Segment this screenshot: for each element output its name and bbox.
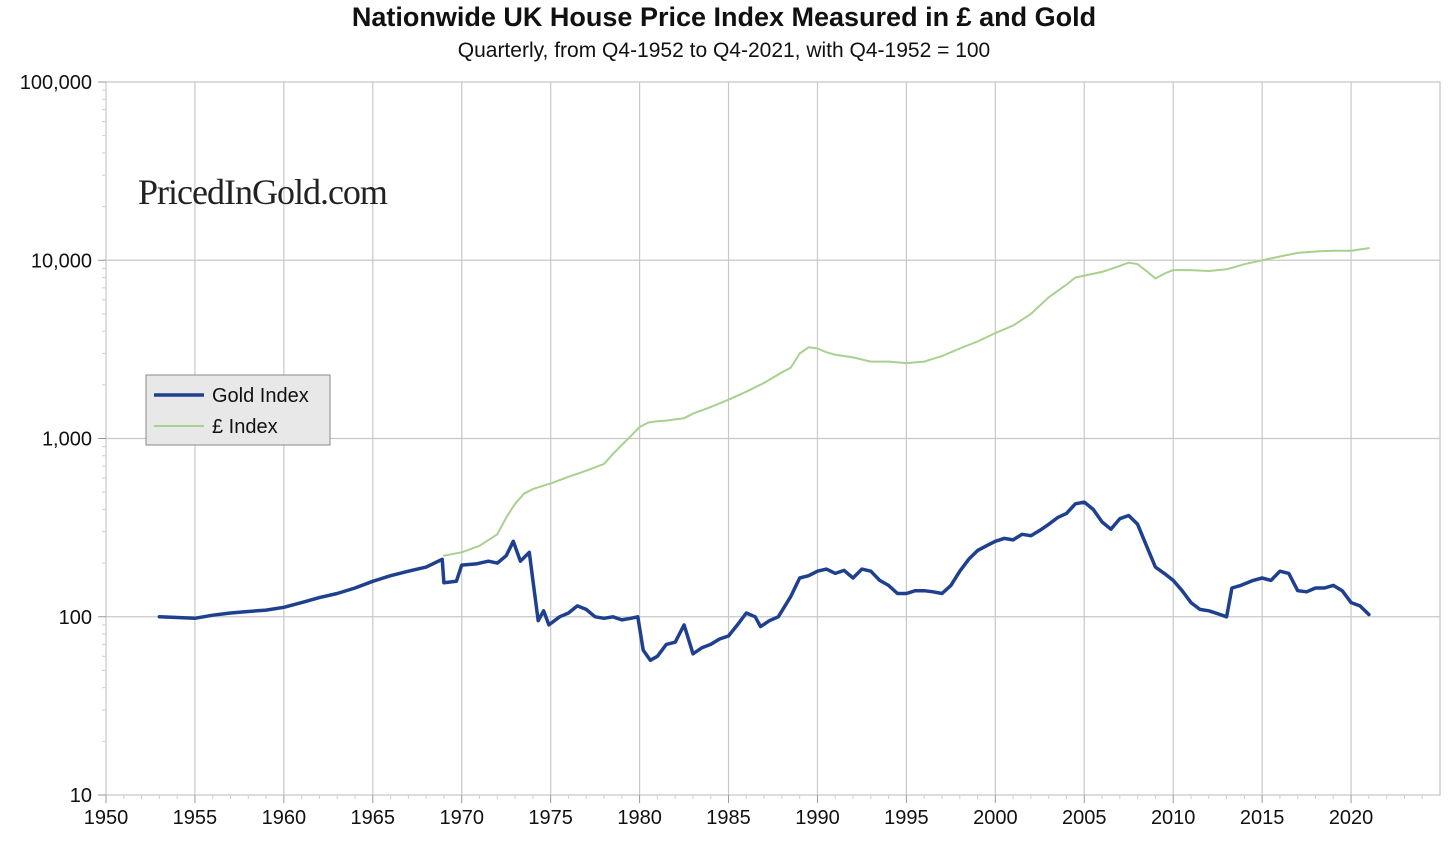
y-tick-label: 10 [70,785,92,807]
legend-box [145,374,331,446]
x-tick-label: 1965 [351,807,396,829]
y-tick-label: 10,000 [31,250,92,272]
y-tick-label: 1,000 [42,429,92,451]
x-tick-label: 1995 [884,807,929,829]
x-tick-label: 1990 [795,807,840,829]
x-tick-label: 2000 [973,807,1018,829]
legend-label: £ Index [212,416,278,438]
y-tick-label: 100,000 [20,72,92,94]
x-tick-label: 1985 [706,807,751,829]
x-tick-label: 2020 [1329,807,1374,829]
x-tick-label: 1975 [528,807,573,829]
x-tick-label: 2015 [1240,807,1285,829]
watermark: PricedInGold.com [138,172,388,212]
x-tick-label: 1960 [262,807,307,829]
x-tick-label: 1955 [173,807,218,829]
chart-subtitle: Quarterly, from Q4-1952 to Q4-2021, with… [457,39,991,62]
x-tick-label: 1970 [439,807,484,829]
x-tick-label: 2010 [1151,807,1196,829]
x-tick-label: 1950 [84,807,129,829]
legend-label: Gold Index [212,385,309,407]
series-line-index [442,247,1370,557]
y-tick-label: 100 [59,607,92,629]
legend: Gold Index £ Index [145,374,331,446]
axes: 10 100 1,000 10,000 100,000 1950 1955 1960 1965 1… [20,72,1423,829]
series-line-gold-index [157,500,1371,663]
x-tick-label: 2005 [1062,807,1107,829]
series [157,247,1371,663]
x-tick-label: 1980 [617,807,662,829]
chart-title: Nationwide UK House Price Index Measured… [351,2,1097,32]
